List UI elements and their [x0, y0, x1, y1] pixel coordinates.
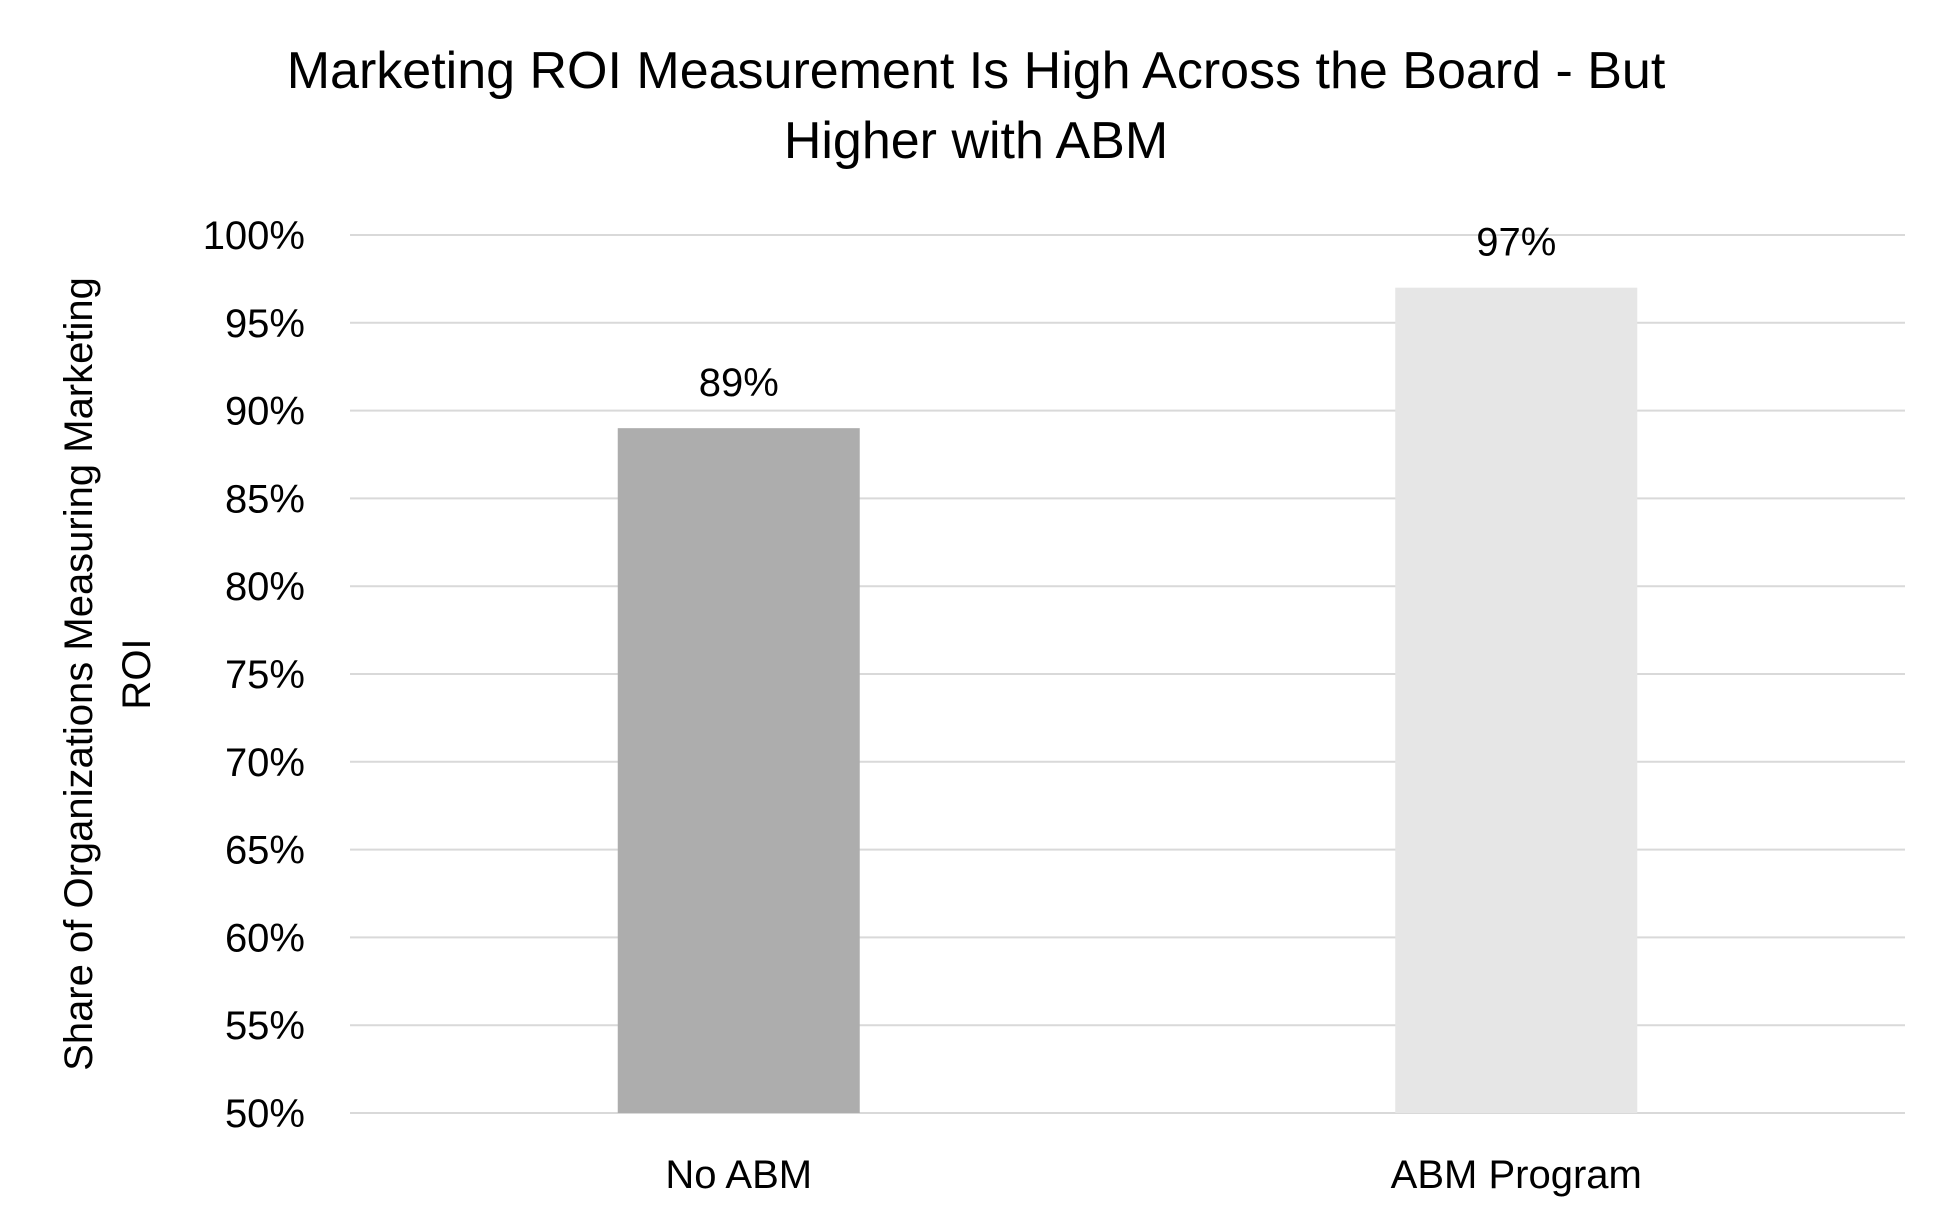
x-tick-label: No ABM: [665, 1153, 812, 1197]
bars: [617, 287, 1638, 1113]
chart-title-line-2: Higher with ABM: [783, 112, 1169, 170]
gridlines: [350, 234, 1905, 1114]
y-tick-label: 60%: [225, 916, 305, 960]
bar-no-abm: [617, 428, 860, 1113]
chart-title-line-1: Marketing ROI Measurement Is High Across…: [286, 42, 1666, 100]
y-axis-title-text: Share of Organizations Measuring Marketi…: [57, 277, 159, 1071]
y-tick-label: 85%: [225, 477, 305, 521]
y-tick-label: 90%: [225, 390, 305, 434]
y-tick-label: 75%: [225, 653, 305, 697]
chart-title: Marketing ROI Measurement Is High Across…: [0, 36, 1952, 176]
y-tick-label: 70%: [225, 741, 305, 785]
y-tick-label: 65%: [225, 829, 305, 873]
bar-abm-program: [1395, 287, 1638, 1113]
y-axis-title-line-2: ROI: [115, 638, 159, 709]
y-tick-label: 100%: [203, 214, 305, 258]
data-label: 97%: [1476, 221, 1556, 265]
x-tick-label: ABM Program: [1391, 1153, 1642, 1197]
y-tick-label: 50%: [225, 1092, 305, 1136]
y-axis-tick-labels: 50% 55% 60% 65% 70% 75% 80% 85% 90% 95% 100%: [203, 214, 305, 1136]
y-axis-title: Share of Organizations Measuring Marketi…: [57, 277, 159, 1071]
y-tick-label: 55%: [225, 1004, 305, 1048]
y-tick-label: 80%: [225, 565, 305, 609]
y-tick-label: 95%: [225, 302, 305, 346]
y-axis-title-line-1: Share of Organizations Measuring Marketi…: [57, 277, 101, 1071]
x-axis-tick-labels: No ABM ABM Program: [665, 1153, 1641, 1197]
data-labels: 89% 97%: [699, 221, 1557, 405]
data-label: 89%: [699, 361, 779, 405]
